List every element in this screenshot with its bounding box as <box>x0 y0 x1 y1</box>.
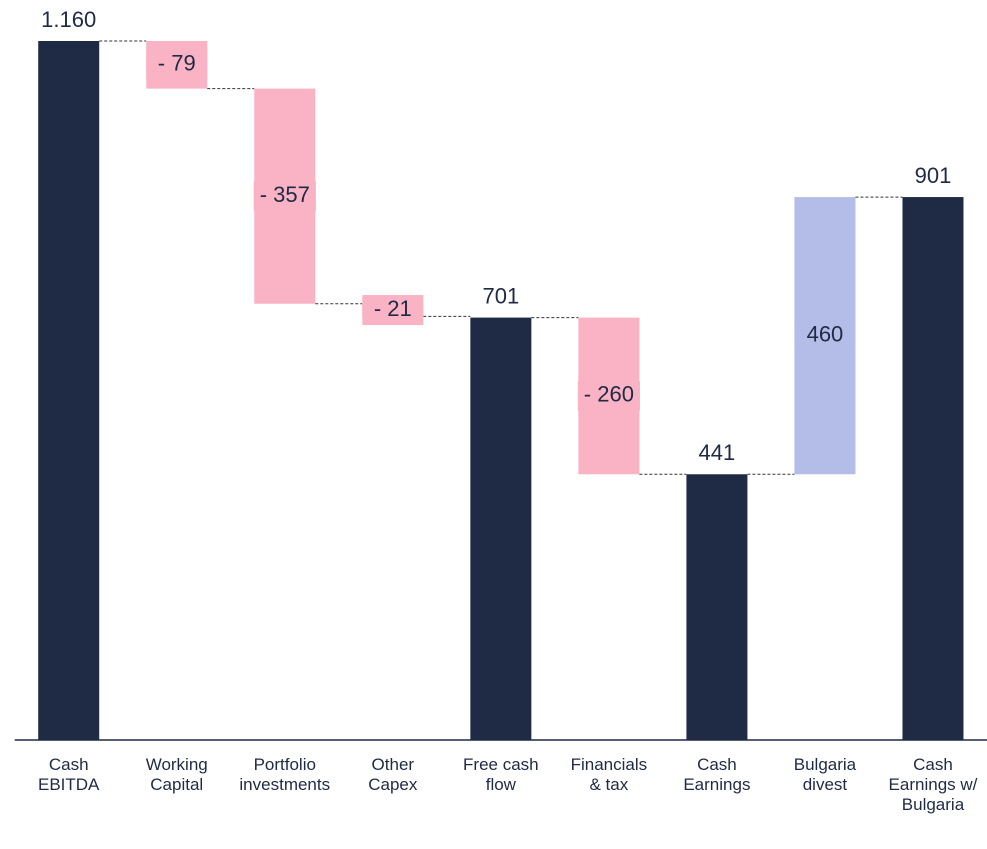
value-label: 460 <box>807 321 844 346</box>
value-label-group: - 79 <box>146 49 208 80</box>
value-label: 901 <box>915 163 952 188</box>
x-tick-label: Cash Earnings <box>683 755 751 794</box>
x-tick-label: Financials & tax <box>570 755 648 794</box>
value-label-bg <box>362 295 424 326</box>
value-label-bg <box>146 49 208 80</box>
value-label: - 79 <box>158 51 196 76</box>
value-label-bg <box>253 181 316 212</box>
value-label-group: - 357 <box>253 181 316 212</box>
value-label: 701 <box>482 283 519 308</box>
value-label: - 21 <box>374 296 412 321</box>
value-label: 1.160 <box>41 7 96 32</box>
value-label-group: - 21 <box>362 295 424 326</box>
value-label: - 260 <box>584 382 634 407</box>
x-tick-label: Other Capex <box>368 755 418 794</box>
value-label: - 357 <box>260 182 310 207</box>
x-tick-label: Working Capital <box>145 755 208 794</box>
value-label-bg <box>794 320 856 351</box>
x-tick-label: Portfolio investments <box>239 755 331 794</box>
value-label-group: 460 <box>794 320 856 351</box>
x-tick-label: Free cash flow <box>463 755 539 794</box>
value-label-bg <box>577 380 640 411</box>
x-tick-label: Bulgaria divest <box>793 755 857 794</box>
bar <box>470 317 532 740</box>
x-tick-label: Cash Earnings w/ Bulgaria <box>888 755 978 814</box>
x-tick-label: Cash EBITDA <box>38 755 100 794</box>
value-label: 441 <box>699 440 736 465</box>
value-label-group: - 260 <box>577 380 640 411</box>
bar <box>38 41 100 740</box>
bar <box>902 197 964 740</box>
bar <box>686 474 748 740</box>
